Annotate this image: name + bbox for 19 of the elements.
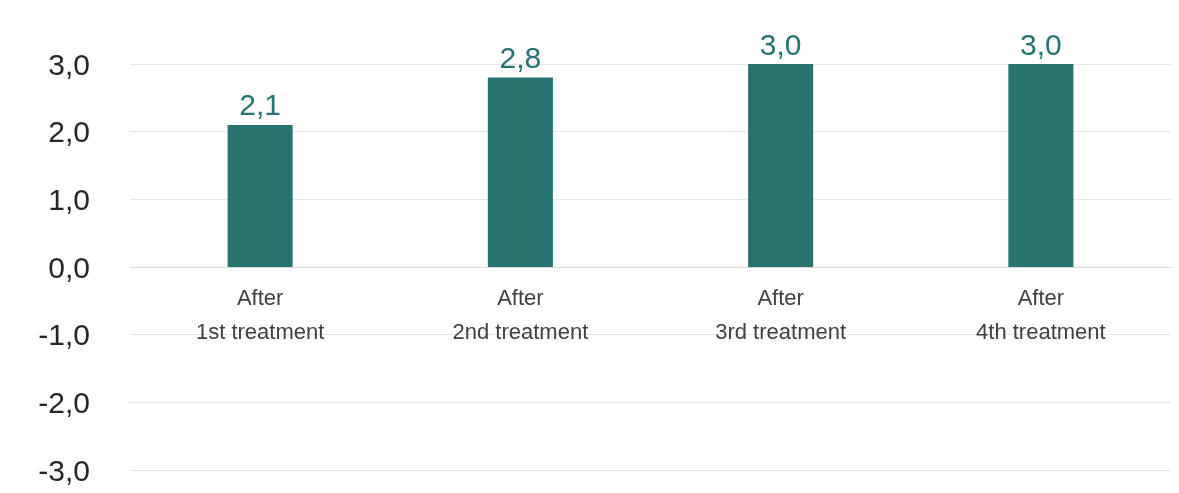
x-tick-label: After 1st treatment [195,284,325,344]
y-tick-label: 0,0 [48,250,90,284]
data-label: 2,8 [499,41,542,75]
y-tick-label: 3,0 [48,47,90,81]
y-tick-label: -2,0 [38,385,90,419]
bar [227,124,293,267]
bar [487,77,553,267]
data-label: 3,0 [1020,27,1062,61]
bar [748,64,814,267]
x-tick-label: After 2nd treatment [452,284,589,344]
y-tick-label: -1,0 [38,318,90,352]
y-tick-label: -3,0 [38,453,90,487]
x-tick-label: After 3rd treatment [715,284,847,344]
data-label: 3,0 [759,27,802,61]
x-tick-label: After 4th treatment [976,284,1106,344]
y-tick-label: 1,0 [48,182,90,216]
y-tick-label: 2,0 [48,115,90,149]
bar [1008,64,1074,267]
data-label: 2,1 [239,88,281,122]
